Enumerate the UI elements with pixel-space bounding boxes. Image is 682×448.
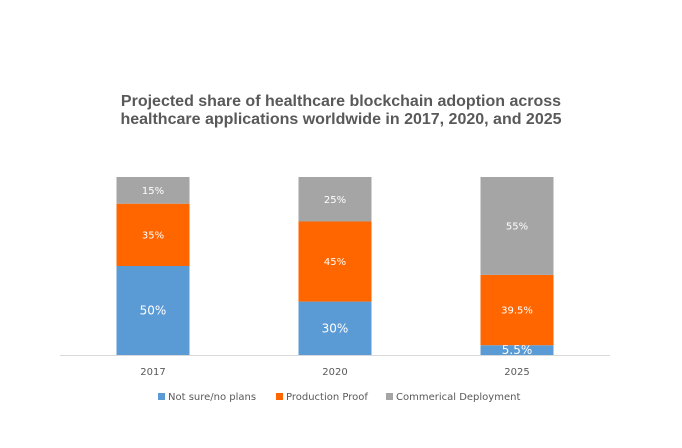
data-label: 30% (322, 322, 349, 336)
chart-title-line-2: healthcare applications worldwide in 201… (120, 111, 562, 128)
bar-segment (298, 301, 372, 355)
data-label: 39.5% (501, 306, 533, 317)
bar-segment (298, 221, 372, 302)
data-label: 35% (142, 230, 164, 241)
data-label: 45% (324, 257, 346, 268)
chart-title: Projected share of healthcare blockchain… (0, 93, 682, 129)
bar-segment (480, 345, 554, 355)
legend-swatch (276, 393, 283, 400)
legend-label: Production Proof (286, 392, 368, 403)
legend-label: Commerical Deployment (396, 392, 520, 403)
data-label: 50% (140, 304, 167, 318)
bar-segment (480, 274, 554, 346)
data-label: 55% (506, 221, 528, 232)
bar-segment (480, 177, 554, 275)
legend-swatch (386, 393, 393, 400)
bar-segment (116, 177, 190, 204)
chart-title-line-1: Projected share of healthcare blockchain… (120, 93, 562, 110)
bar-segment (116, 266, 190, 355)
bar-segment (116, 203, 190, 266)
data-label: 25% (324, 195, 346, 206)
x-tick-label: 2020 (322, 367, 347, 378)
bar-segment (298, 177, 372, 222)
legend-swatch (158, 393, 165, 400)
data-label: 5.5% (502, 343, 533, 357)
legend-label: Not sure/no plans (168, 392, 256, 403)
x-tick-label: 2017 (140, 367, 165, 378)
data-label: 15% (142, 186, 164, 197)
x-tick-label: 2025 (504, 367, 529, 378)
